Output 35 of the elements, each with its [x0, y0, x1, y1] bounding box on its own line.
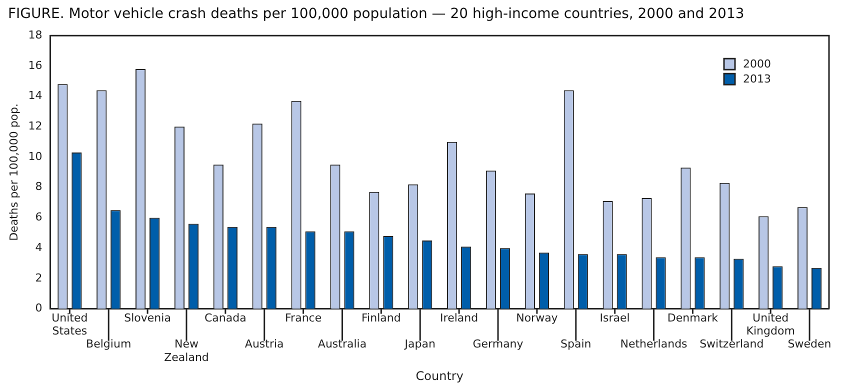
y-tick-label: 2 [35, 271, 42, 284]
x-tick-label: Australia [318, 338, 367, 351]
x-tick-label: France [285, 311, 322, 324]
y-axis-title: Deaths per 100,000 pop. [7, 103, 20, 241]
y-tick-label: 4 [35, 240, 42, 254]
x-tick-label: Slovenia [124, 311, 171, 324]
x-tick-label: Japan [404, 338, 436, 351]
x-tick-label: Denmark [667, 311, 719, 324]
x-tick-label: Belgium [86, 338, 132, 351]
y-tick-label: 14 [28, 89, 42, 102]
x-tick-label: Switzerland [700, 338, 764, 351]
x-tick-label: Finland [362, 311, 401, 324]
x-tick-label: Spain [560, 338, 592, 351]
x-tick-label: Austria [244, 338, 284, 351]
y-tick-label: 12 [28, 120, 42, 133]
legend-label: 2013 [743, 72, 771, 86]
y-tick-label: 6 [35, 210, 42, 224]
x-tick-label: Netherlands [620, 338, 688, 351]
x-tick-label: Germany [472, 338, 524, 351]
legend-label: 2000 [743, 57, 771, 70]
x-tick-label: United Kingdom [746, 311, 795, 338]
x-tick-label: Canada [204, 311, 246, 324]
y-tick-label: 16 [28, 58, 42, 72]
x-tick-label: Sweden [788, 338, 832, 351]
x-tick-label: Ireland [440, 311, 478, 324]
x-axis-title: Country [416, 368, 464, 383]
y-tick-label: 0 [35, 302, 42, 315]
y-tick-label: 18 [28, 28, 42, 42]
x-tick-label: Norway [516, 311, 558, 324]
x-tick-label: Israel [600, 311, 630, 324]
x-tick-label: United States [52, 311, 88, 338]
chart-title: FIGURE. Motor vehicle crash deaths per 100,000 population — 20 high-income countries, 2000 and 2013 [8, 6, 744, 22]
y-tick-label: 10 [28, 150, 42, 163]
x-tick-label: New Zealand [164, 338, 209, 364]
y-tick-label: 8 [35, 180, 42, 194]
